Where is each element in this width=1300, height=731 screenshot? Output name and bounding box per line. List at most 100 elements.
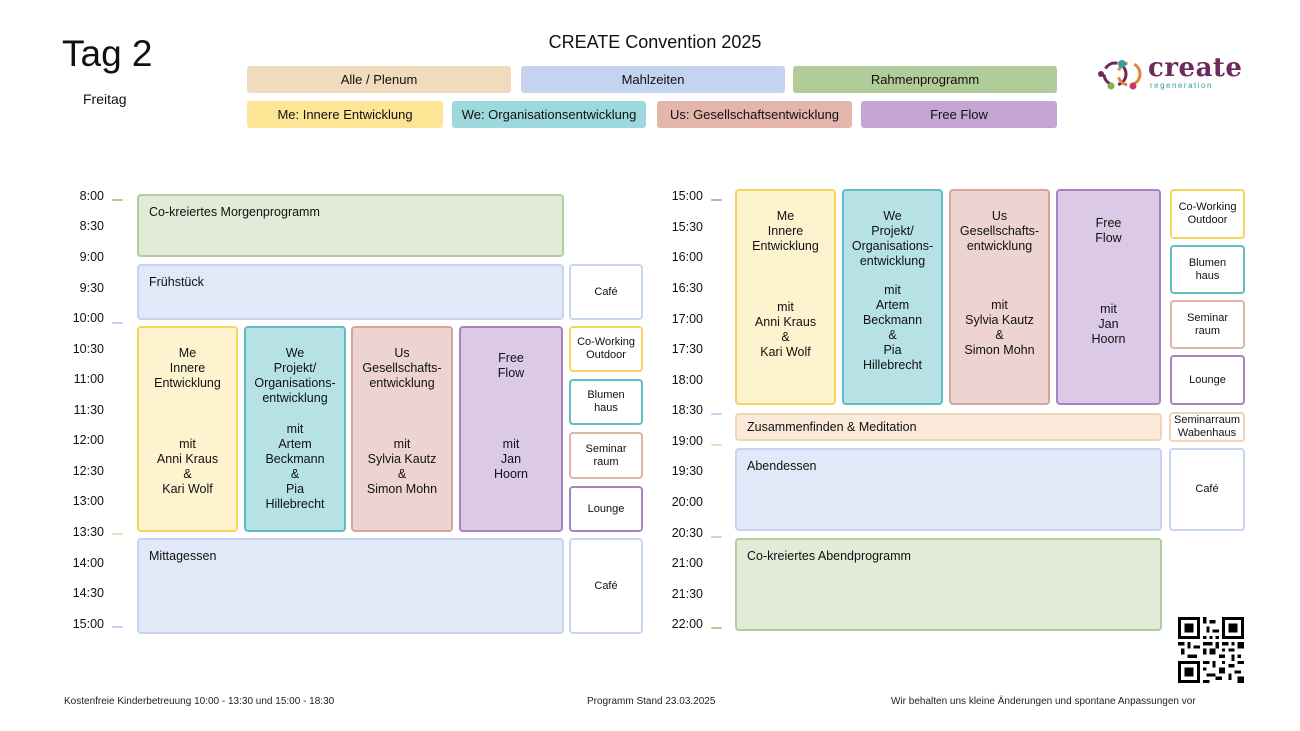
us-session-block: Us Gesellschafts- entwicklung mit Sylvia… xyxy=(351,326,453,532)
fruehstueck-block: Frühstück xyxy=(137,264,564,320)
room-lounge: Lounge xyxy=(1170,355,1245,405)
time-label: 17:30 xyxy=(671,342,703,356)
session-title: Me Innere Entwicklung xyxy=(752,209,819,253)
time-label: 20:00 xyxy=(671,495,703,509)
time-label: 11:00 xyxy=(73,372,104,386)
session-title: Free Flow xyxy=(497,351,525,380)
time-label: 11:30 xyxy=(73,403,104,417)
time-label: 9:30 xyxy=(79,281,104,295)
time-label: 17:00 xyxy=(671,312,703,326)
time-label: 15:00 xyxy=(671,189,703,203)
logo-wordmark: create xyxy=(1148,53,1243,83)
room-coworking: Co-Working Outdoor xyxy=(1170,189,1245,239)
legend-me: Me: Innere Entwicklung xyxy=(247,101,443,128)
room-coworking: Co-Working Outdoor xyxy=(569,326,643,372)
time-label: 13:00 xyxy=(72,494,104,508)
session-title: We Projekt/ Organisations- entwicklung xyxy=(254,346,336,405)
time-tick xyxy=(711,444,722,446)
time-label: 19:00 xyxy=(671,434,703,448)
time-tick xyxy=(112,199,123,201)
me-session-block: Me Innere Entwicklung mit Anni Kraus & K… xyxy=(735,189,836,405)
time-label: 18:30 xyxy=(671,403,703,417)
time-label: 15:30 xyxy=(671,220,703,234)
block-label: Co-kreiertes Morgenprogramm xyxy=(149,205,320,219)
session-hosts: mit Artem Beckmann & Pia Hillebrecht xyxy=(862,283,923,372)
time-label: 8:00 xyxy=(79,189,104,203)
time-label: 21:00 xyxy=(671,556,703,570)
time-label: 18:00 xyxy=(671,373,703,387)
we-session-block: We Projekt/ Organisations- entwicklung m… xyxy=(842,189,943,405)
time-tick xyxy=(711,199,722,201)
free-flow-session-block: Free Flow mit Jan Hoorn xyxy=(1056,189,1161,405)
convention-title: CREATE Convention 2025 xyxy=(548,32,762,52)
mittagessen-block: Mittagessen xyxy=(137,538,564,634)
session-hosts: mit Sylvia Kautz & Simon Mohn xyxy=(366,437,438,496)
footer-disclaimer: Wir behalten uns kleine Änderungen und s… xyxy=(891,696,1196,707)
session-title: We Projekt/ Organisations- entwicklung xyxy=(851,209,934,268)
time-tick xyxy=(112,626,123,628)
room-blumenhaus: Blumen haus xyxy=(569,379,643,425)
time-label: 15:00 xyxy=(72,617,104,631)
footer-childcare-note: Kostenfreie Kinderbetreuung 10:00 - 13:3… xyxy=(64,696,335,707)
time-tick xyxy=(112,533,123,535)
qr-code-icon xyxy=(1178,617,1244,683)
abendprogramm-block: Co-kreiertes Abendprogramm xyxy=(735,538,1162,631)
time-label: 10:00 xyxy=(72,311,104,325)
legend-we: We: Organisationsentwicklung xyxy=(452,101,646,128)
session-hosts: mit Artem Beckmann & Pia Hillebrecht xyxy=(265,422,325,511)
time-label: 13:30 xyxy=(72,525,104,539)
room-seminarraum: Seminar raum xyxy=(1170,300,1245,349)
legend-us: Us: Gesellschaftsentwicklung xyxy=(657,101,852,128)
session-title: Us Gesellschafts- entwicklung xyxy=(959,209,1040,253)
time-label: 20:30 xyxy=(671,526,703,540)
create-logo-icon xyxy=(1098,60,1142,90)
room-seminarraum: Seminar raum xyxy=(569,432,643,479)
legend-rahmenprogramm: Rahmenprogramm xyxy=(793,66,1057,93)
time-label: 10:30 xyxy=(72,342,104,356)
time-tick xyxy=(711,536,722,538)
time-label: 14:00 xyxy=(72,556,104,570)
block-label: Abendessen xyxy=(747,459,817,473)
time-label: 8:30 xyxy=(79,219,104,233)
morgenprogramm-block: Co-kreiertes Morgenprogramm xyxy=(137,194,564,257)
room-cafe: Café xyxy=(569,538,643,634)
meditation-block: Zusammenfinden & Meditation xyxy=(735,413,1162,441)
me-session-block: Me Innere Entwicklung mit Anni Kraus & K… xyxy=(137,326,238,532)
time-label: 22:00 xyxy=(671,617,703,631)
session-hosts: mit Jan Hoorn xyxy=(1091,302,1126,346)
time-label: 16:00 xyxy=(671,250,703,264)
session-hosts: mit Anni Kraus & Kari Wolf xyxy=(754,300,817,359)
time-tick xyxy=(112,322,123,324)
time-label: 12:00 xyxy=(72,433,104,447)
legend-mahlzeiten: Mahlzeiten xyxy=(521,66,785,93)
session-title: Us Gesellschafts- entwicklung xyxy=(362,346,442,390)
session-hosts: mit Anni Kraus & Kari Wolf xyxy=(156,437,219,496)
room-cafe: Café xyxy=(569,264,643,320)
block-label: Zusammenfinden & Meditation xyxy=(747,420,917,434)
time-label: 9:00 xyxy=(79,250,104,264)
room-blumenhaus: Blumen haus xyxy=(1170,245,1245,294)
session-title: Free Flow xyxy=(1095,216,1122,245)
weekday-label: Freitag xyxy=(83,91,127,107)
room-lounge: Lounge xyxy=(569,486,643,532)
session-hosts: mit Jan Hoorn xyxy=(493,437,529,481)
block-label: Mittagessen xyxy=(149,549,217,563)
we-session-block: We Projekt/ Organisations- entwicklung m… xyxy=(244,326,346,532)
free-flow-session-block: Free Flow mit Jan Hoorn xyxy=(459,326,563,532)
time-label: 16:30 xyxy=(671,281,703,295)
day-title: Tag 2 xyxy=(62,33,153,74)
time-label: 21:30 xyxy=(671,587,703,601)
us-session-block: Us Gesellschafts- entwicklung mit Sylvia… xyxy=(949,189,1050,405)
room-cafe: Café xyxy=(1169,448,1245,531)
time-label: 12:30 xyxy=(72,464,104,478)
logo-tagline: regeneration xyxy=(1150,81,1213,90)
time-tick xyxy=(711,627,722,629)
room-wabenhaus: Seminarraum Wabenhaus xyxy=(1169,412,1245,442)
footer-program-date: Programm Stand 23.03.2025 xyxy=(587,696,716,707)
block-label: Co-kreiertes Abendprogramm xyxy=(747,549,911,563)
time-tick xyxy=(711,413,722,415)
time-label: 14:30 xyxy=(72,586,104,600)
abendessen-block: Abendessen xyxy=(735,448,1162,531)
time-label: 19:30 xyxy=(671,464,703,478)
legend-free-flow: Free Flow xyxy=(861,101,1057,128)
